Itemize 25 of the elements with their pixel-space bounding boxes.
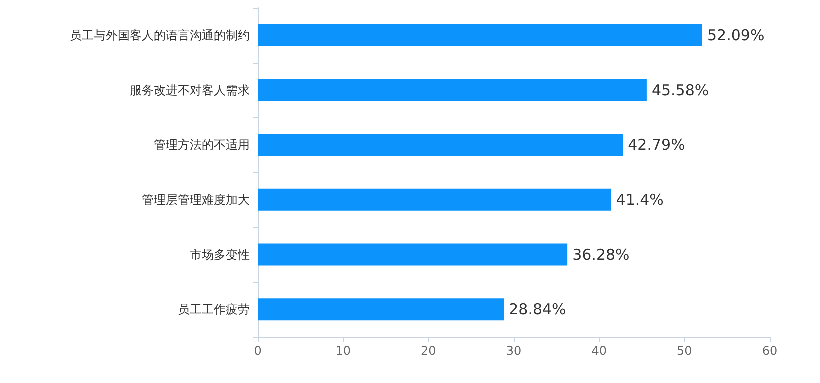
y-tick-label: 管理方法的不适用 bbox=[154, 138, 250, 152]
data-label: 36.28% bbox=[572, 246, 630, 264]
bar bbox=[258, 79, 647, 102]
bar bbox=[258, 188, 612, 211]
y-tick-label: 员工与外国客人的语言沟通的制约 bbox=[70, 28, 250, 42]
y-tick-label: 员工工作疲劳 bbox=[178, 302, 250, 317]
y-tick-label: 市场多变性 bbox=[190, 248, 250, 262]
bar bbox=[258, 134, 624, 156]
data-label: 52.09% bbox=[708, 26, 765, 44]
bar bbox=[258, 244, 568, 266]
y-tick-label: 管理层管理难度加大 bbox=[142, 192, 250, 207]
data-label: 45.58% bbox=[652, 81, 710, 100]
data-label: 42.79% bbox=[628, 136, 686, 154]
y-tick-label: 服务改进不对客人需求 bbox=[130, 83, 250, 98]
x-tick-label: 50 bbox=[677, 344, 692, 358]
x-tick-label: 30 bbox=[506, 344, 522, 358]
bar bbox=[258, 24, 702, 46]
x-tick-label: 0 bbox=[254, 344, 262, 358]
data-label: 28.84% bbox=[509, 300, 566, 319]
data-label: 41.4% bbox=[616, 190, 664, 209]
bar bbox=[258, 298, 504, 321]
x-tick-label: 20 bbox=[421, 344, 436, 358]
x-tick-label: 40 bbox=[592, 344, 607, 358]
x-tick-label: 60 bbox=[762, 344, 778, 358]
x-tick-label: 10 bbox=[336, 344, 351, 358]
